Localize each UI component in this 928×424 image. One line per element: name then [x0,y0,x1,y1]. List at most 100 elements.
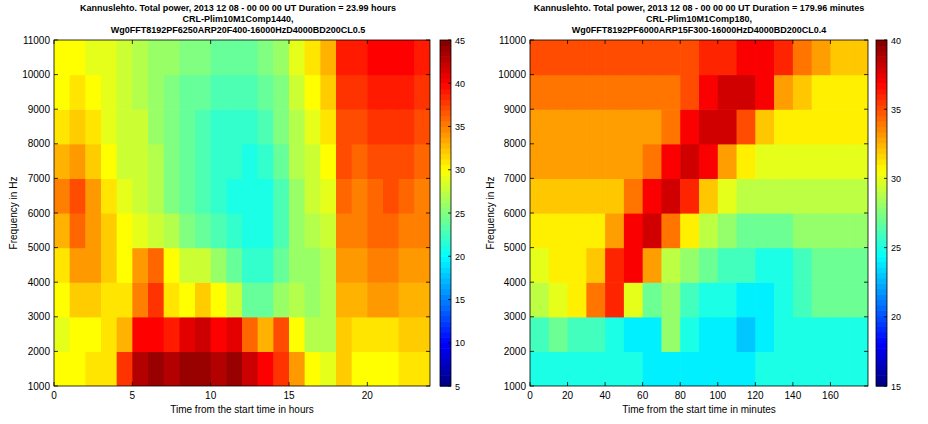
cell [226,317,242,352]
y-tick-label: 11000 [499,35,527,46]
y-tick [530,386,534,387]
cell [273,75,289,110]
cell [737,75,756,110]
cell [383,109,399,144]
cell [661,144,680,179]
cell [117,178,133,213]
cell [774,178,793,213]
cell [367,40,383,75]
colorbar-tick [884,178,887,179]
y-tick [426,282,430,283]
cell [414,282,430,317]
y-tick [426,40,430,41]
cell [132,109,148,144]
colorbar-step [440,305,451,311]
cell [586,317,605,352]
cell [568,282,587,317]
cell [568,213,587,248]
cell [352,178,368,213]
y-tick [54,178,58,179]
cell [352,351,368,386]
colorbar-tick-label: 10 [455,338,465,348]
cell [179,40,195,75]
cell [164,40,180,75]
y-tick [864,351,868,352]
colorbar-step [876,300,887,306]
cell [793,75,812,110]
cell [85,178,101,213]
cell [148,144,164,179]
cell [661,75,680,110]
cell [718,248,737,283]
cell [774,351,793,386]
cell [70,144,86,179]
colorbar-step [440,321,451,327]
cell [680,109,699,144]
colorbar-step [876,45,887,51]
colorbar-tick [448,40,451,41]
cell [164,144,180,179]
cell [305,144,321,179]
panel: 0510152010002000300040005000600070008000… [8,3,465,415]
x-tick [680,40,681,44]
y-tick [426,213,430,214]
cell [85,40,101,75]
cell [289,75,305,110]
colorbar-step [440,262,451,268]
colorbar-step [440,51,451,57]
y-tick [530,316,534,317]
cell [164,248,180,283]
cell [289,178,305,213]
cell [718,40,737,75]
y-tick-label: 3000 [28,311,51,322]
cells [530,40,868,386]
colorbar-step [440,370,451,376]
cell [849,213,868,248]
colorbar-tick-label: 35 [891,105,901,115]
cell [849,178,868,213]
cell [414,109,430,144]
cell [680,351,699,386]
cell [305,248,321,283]
y-tick-label: 2000 [28,346,51,357]
cell [54,213,70,248]
cell [680,75,699,110]
cell [148,317,164,352]
cell [549,282,568,317]
cell [273,178,289,213]
cell [643,109,662,144]
x-tick-label: 0 [51,390,57,401]
title: Kannuslehto. Total power, 2013 12 08 - 0… [534,3,865,13]
colorbar-step [876,67,887,73]
cell [793,40,812,75]
cell [549,40,568,75]
colorbar-step [440,332,451,338]
y-tick-label: 4000 [504,277,527,288]
colorbar-step [440,202,451,208]
cell [242,317,258,352]
cell [699,178,718,213]
cell [586,178,605,213]
cell [383,282,399,317]
y-tick [530,282,534,283]
x-tick-label: 15 [283,390,295,401]
cell [812,282,831,317]
cell [273,351,289,386]
y-tick-label: 10000 [22,69,50,80]
cell [718,317,737,352]
cell [793,317,812,352]
colorbar-step [440,251,451,257]
cell [179,248,195,283]
cell [812,178,831,213]
cell [830,248,849,283]
colorbar-step [876,305,887,311]
cell [258,178,274,213]
cell [830,109,849,144]
colorbar-step [440,224,451,230]
cell [258,109,274,144]
cell [812,109,831,144]
cell [755,40,774,75]
y-tick [530,40,534,41]
colorbar-step [440,159,451,165]
colorbar-step [440,89,451,95]
